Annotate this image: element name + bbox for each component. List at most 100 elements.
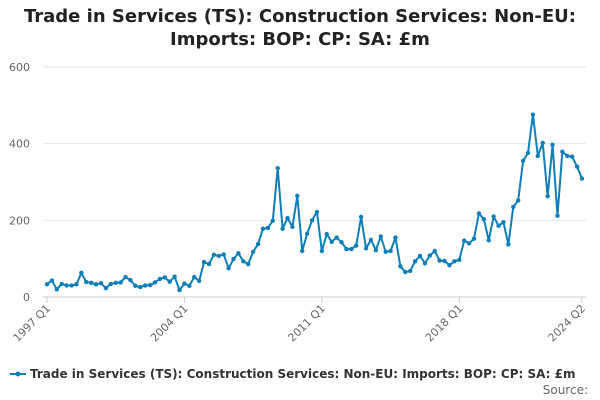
data-point (496, 223, 501, 228)
data-point (383, 249, 388, 254)
data-point (309, 218, 315, 223)
data-point (142, 283, 148, 288)
data-point (457, 257, 462, 263)
data-point (314, 209, 320, 215)
data-point (206, 261, 212, 267)
data-point (579, 176, 585, 181)
data-point (211, 252, 217, 258)
data-point (285, 215, 290, 221)
data-point (54, 287, 60, 292)
data-point (246, 261, 251, 267)
data-point (403, 269, 408, 275)
data-point (501, 220, 506, 225)
data-point (157, 276, 163, 282)
y-tick-label: 400 (9, 138, 30, 151)
data-point (437, 258, 442, 263)
data-point (373, 248, 379, 253)
data-point (535, 153, 541, 159)
data-point (471, 236, 477, 241)
data-point (275, 166, 280, 171)
data-point (138, 284, 143, 290)
data-point (103, 285, 109, 291)
data-point (515, 198, 521, 203)
series-layer (44, 112, 585, 293)
data-point (511, 204, 516, 210)
data-point (49, 278, 55, 283)
data-point (152, 280, 158, 285)
data-point (520, 158, 526, 164)
data-point (432, 248, 437, 254)
data-point (506, 242, 511, 247)
data-point (84, 279, 89, 285)
data-point (177, 287, 182, 293)
data-point (540, 140, 545, 146)
data-point (192, 274, 197, 280)
data-point (442, 258, 447, 264)
data-point (260, 226, 266, 231)
data-point (329, 239, 334, 244)
data-point (555, 213, 560, 218)
data-point (236, 251, 241, 256)
data-point (560, 149, 565, 154)
data-point (319, 248, 325, 254)
data-point (334, 235, 339, 240)
data-point (466, 241, 472, 246)
legend-layer: Trade in Services (TS): Construction Ser… (10, 367, 588, 397)
series-line (46, 113, 583, 292)
data-point (250, 249, 256, 254)
data-point (123, 274, 128, 280)
data-point (550, 142, 555, 148)
data-point (304, 231, 310, 236)
x-tick-label: 2011 Q1 (285, 302, 328, 345)
x-tick-label: 2024 Q2 (546, 302, 589, 345)
data-point (574, 164, 580, 169)
data-point (339, 239, 344, 245)
data-point (172, 274, 177, 279)
data-point (476, 211, 482, 216)
y-tick-label: 0 (23, 291, 30, 304)
data-point (530, 112, 536, 117)
data-point (354, 243, 359, 248)
data-point (69, 283, 74, 288)
x-tick-label: 1997 Q1 (11, 302, 54, 345)
data-point (147, 282, 153, 288)
grid-layer (43, 66, 586, 221)
data-point (388, 248, 393, 254)
data-point (295, 193, 300, 198)
data-point (398, 264, 403, 269)
data-point (241, 259, 246, 264)
data-point (118, 280, 123, 285)
data-point (162, 275, 167, 280)
data-point (408, 268, 413, 274)
data-point (221, 252, 226, 257)
data-point (64, 283, 69, 288)
data-point (349, 246, 354, 252)
data-point (393, 235, 398, 240)
data-point (363, 246, 369, 251)
data-point (74, 282, 79, 287)
x-tick-label: 2004 Q1 (148, 302, 191, 345)
data-point (290, 224, 295, 230)
data-point (368, 237, 374, 243)
data-point (344, 246, 349, 252)
data-point (422, 261, 428, 266)
data-point (59, 281, 64, 287)
data-point (255, 241, 261, 247)
data-point (231, 256, 236, 262)
data-point (167, 279, 172, 284)
data-point (201, 259, 207, 265)
y-tick-label: 200 (9, 214, 30, 227)
data-point (265, 225, 271, 231)
data-point (133, 283, 138, 289)
data-point (412, 259, 418, 264)
data-point (128, 277, 133, 283)
data-point (324, 231, 329, 237)
data-point (417, 253, 423, 259)
data-point (187, 283, 192, 289)
data-point (98, 281, 104, 286)
data-point (358, 214, 364, 220)
data-point (79, 270, 84, 276)
data-point (88, 280, 94, 286)
